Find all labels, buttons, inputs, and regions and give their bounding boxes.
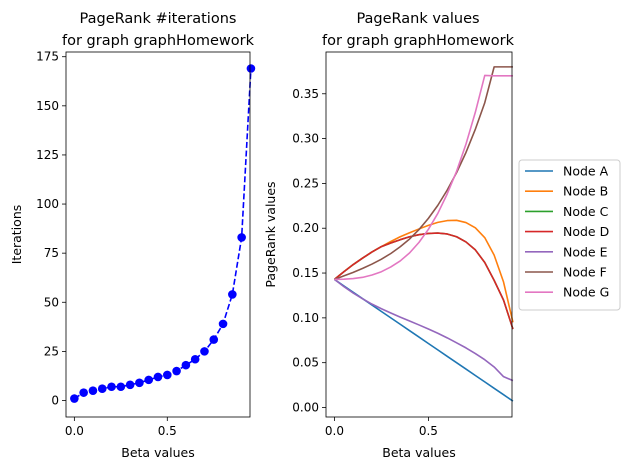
iterations-point [162,370,172,380]
pagerank-chart-title-line1: PageRank values [356,11,479,27]
iterations-x-ticks: 0.0 0.5 [65,417,177,438]
iterations-point [125,380,135,390]
pagerank-y-tick-label: 0.15 [292,266,319,280]
pagerank-axes-frame [325,51,513,418]
iterations-y-tick-label: 125 [36,148,59,162]
legend-label-node-g: Node G [563,285,609,300]
iterations-point [237,233,246,242]
legend-label-node-d: Node D [563,224,609,239]
iterations-point [200,347,209,356]
iterations-point [70,394,79,403]
legend-label-node-e: Node E [563,244,608,259]
pagerank-y-tick-label: 0.10 [292,311,319,325]
iterations-point [97,384,107,394]
legend-items: Node A Node B Node C Node D Node E Node F Node… [525,164,609,300]
iterations-point [228,290,237,299]
pagerank-legend: Node A Node B Node C Node D Node E Node F Node… [518,159,621,311]
iterations-chart-title-line1: PageRank #iterations [80,11,237,27]
series-line-node-f [334,66,513,281]
pagerank-chart-title-line2: for graph graphHomework [322,33,515,49]
legend-label-node-c: Node C [563,204,609,219]
pagerank-y-tick-label: 0.00 [292,400,319,414]
iterations-y-tick-label: 175 [36,50,59,64]
iterations-x-tick-label: 0.5 [158,424,177,438]
series-line-node-g [334,74,513,281]
pagerank-x-tick-label: 0.0 [325,424,344,438]
iterations-point [209,335,219,344]
pagerank-y-tick-label: 0.05 [292,356,319,370]
pagerank-y-ticks: 0.00 0.05 0.10 0.15 0.20 0.25 0.30 0.35 [292,87,326,414]
iterations-point [79,388,88,397]
series-line-node-e [333,278,514,382]
pagerank-y-tick-label: 0.35 [292,87,319,101]
iterations-point [153,372,163,382]
pagerank-y-tick-label: 0.30 [292,132,319,146]
iterations-point [135,378,144,388]
pagerank-y-tick-label: 0.25 [292,176,319,190]
iterations-y-tick-label: 100 [36,197,59,211]
iterations-x-tick-label: 0.0 [65,424,84,438]
iterations-chart-title-line2: for graph graphHomework [62,33,255,49]
pagerank-plot-area [333,66,514,402]
iterations-point [116,382,126,392]
iterations-y-tick-label: 150 [36,99,59,113]
pagerank-x-axis-label: Beta values [382,445,455,460]
pagerank-x-tick-label: 0.5 [419,424,438,438]
pagerank-chart: PageRank values for graph graphHomework … [263,11,515,460]
iterations-point [246,64,256,73]
iterations-plot-area [70,64,256,403]
iterations-point [107,382,116,392]
iterations-point [88,386,98,395]
legend-label-node-b: Node B [563,184,608,199]
iterations-y-tick-label: 50 [44,295,59,309]
legend-label-node-f: Node F [563,265,607,280]
iterations-y-axis-label: Iterations [9,205,24,265]
pagerank-y-tick-label: 0.20 [292,221,319,235]
iterations-x-axis-label: Beta values [121,445,194,460]
iterations-y-tick-label: 25 [44,344,59,358]
iterations-point [144,375,154,385]
series-line-node-d [333,232,514,330]
iterations-y-ticks: 0 25 50 75 100 125 150 175 [36,50,66,407]
legend-label-node-a: Node A [563,164,609,179]
iterations-y-tick-label: 0 [51,393,59,407]
iterations-point [181,360,191,370]
iterations-point [172,366,181,376]
iterations-y-tick-label: 75 [44,246,59,260]
iterations-point [190,354,200,364]
iterations-axes-frame [65,51,251,418]
pagerank-y-axis-label: PageRank values [263,181,278,287]
iterations-chart: PageRank #iterations for graph graphHome… [9,11,256,460]
iterations-point [218,319,228,329]
pagerank-x-ticks: 0.0 0.5 [325,417,438,438]
